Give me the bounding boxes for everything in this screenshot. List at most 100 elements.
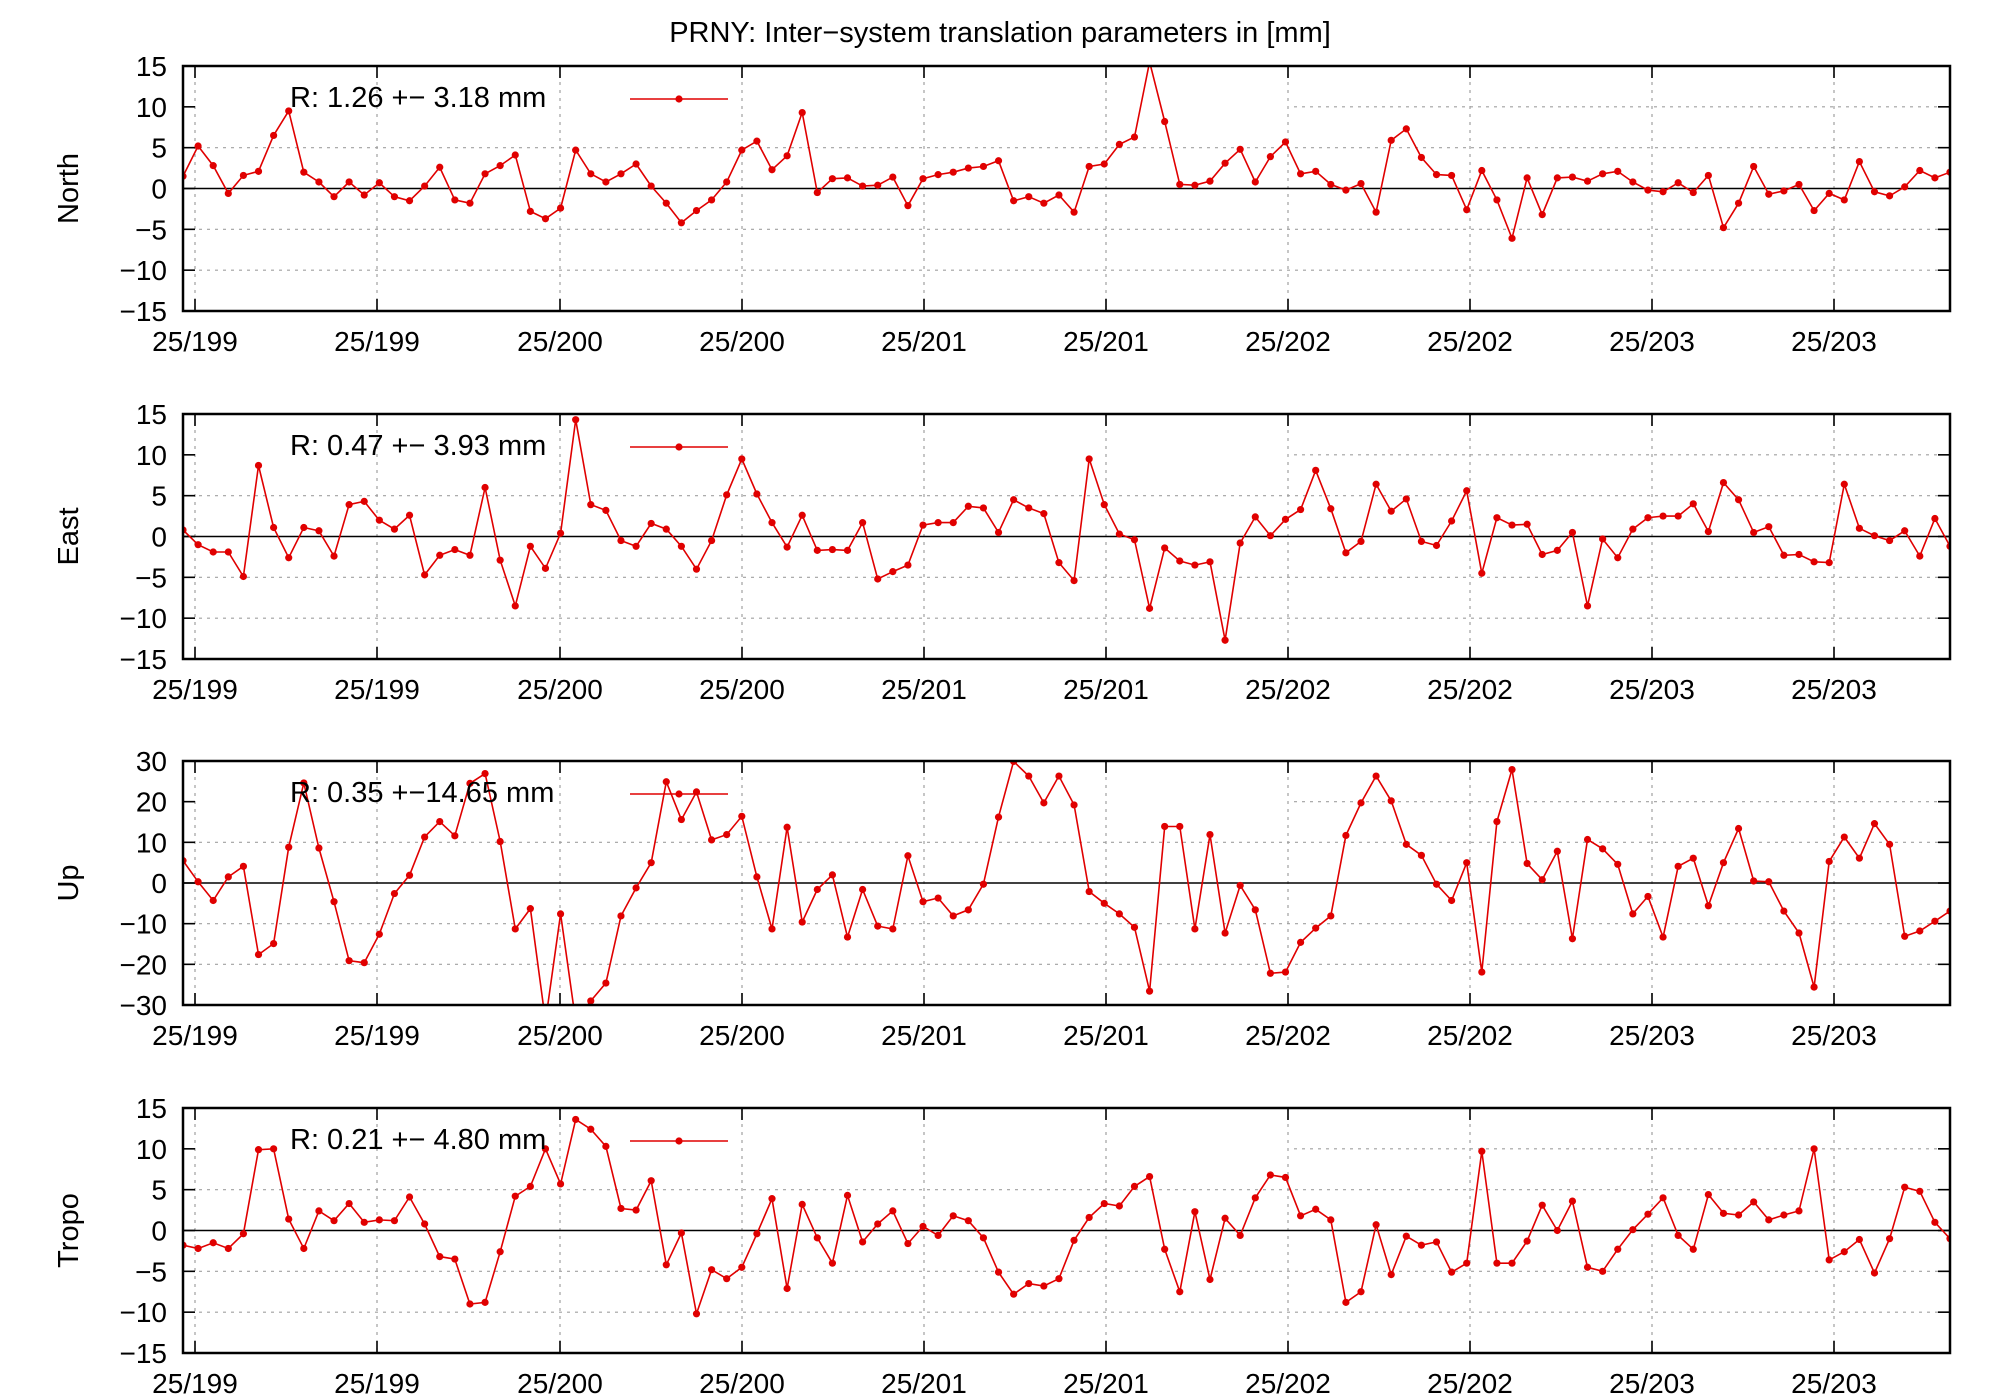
data-point [1251,178,1259,186]
data-point [315,844,323,852]
data-point [1296,938,1305,946]
data-point [1055,1275,1063,1283]
legend-text-tropo: R: 0.21 +− 4.80 mm [290,1124,546,1156]
data-point [466,779,474,787]
data-point [1765,878,1773,886]
data-point [707,196,716,204]
data-point [1115,910,1123,918]
data-point [647,182,655,190]
y-tick-label: 0 [151,868,167,899]
data-point [224,548,232,556]
data-point [1176,1288,1184,1296]
data-point [1448,171,1456,180]
y-axis-label-north: North [53,153,85,224]
data-point [300,523,308,532]
data-point [1795,929,1803,937]
series-line-east [183,419,1950,641]
data-point [647,1177,655,1185]
data-point [511,1192,519,1200]
x-tick-label: 25/201 [881,326,967,357]
series-line-up [183,761,1950,1005]
data-point [1055,772,1063,780]
data-point [1161,822,1169,831]
data-point [1266,1171,1274,1179]
data-point [1085,1213,1093,1222]
data-point [1931,1218,1939,1226]
data-point [677,1229,685,1237]
y-tick-label: 30 [136,746,167,777]
y-tick-label: 20 [136,787,167,818]
data-point [1750,528,1758,537]
plot-frame-tropo [181,1106,1952,1355]
data-point [602,178,610,186]
data-point [768,519,776,527]
plot-frame-east [181,412,1952,661]
data-point [723,491,731,499]
data-point [224,873,232,881]
data-point [1161,544,1169,552]
data-point [1448,1268,1456,1276]
data-point [994,1268,1003,1276]
data-point [1689,854,1697,862]
data-point [828,871,837,879]
data-point [1704,902,1712,910]
data-point [1221,1214,1229,1222]
data-point [1674,1231,1682,1239]
data-point [904,202,912,210]
plot-frame-up [181,759,1952,1007]
data-point [1055,559,1063,567]
data-point [677,219,685,227]
x-tick-label: 25/202 [1245,674,1331,705]
data-point [1145,987,1154,995]
x-tick-label: 25/203 [1791,326,1877,357]
y-tick-label: 5 [151,133,167,164]
data-point [1221,159,1229,167]
data-point [1221,636,1229,644]
data-point [617,1204,625,1213]
data-point [738,1263,746,1271]
data-point [602,1142,610,1150]
data-point [572,146,580,154]
data-point [874,181,882,189]
data-point [602,979,610,987]
y-tick-label: −15 [120,1338,168,1369]
data-point [964,906,972,914]
data-point [1674,179,1682,187]
y-axis-label-up: Up [53,864,85,901]
data-point [1236,539,1244,547]
y-tick-label: −30 [120,990,168,1021]
data-point [1916,166,1924,175]
x-tick-label: 25/199 [152,1020,238,1051]
data-point [738,455,746,463]
data-point [375,930,383,938]
data-point [1342,831,1350,840]
x-tick-label: 25/200 [517,674,603,705]
data-point [239,572,248,581]
data-point [1734,824,1743,833]
data-point [1870,820,1879,828]
data-point [1040,199,1048,207]
data-point [949,519,957,527]
plot-frame-north [181,64,1952,313]
data-point [1432,541,1441,550]
data-point [1191,1208,1199,1216]
data-point [1644,514,1652,522]
data-point [1825,189,1833,197]
data-point [1885,192,1894,200]
y-tick-label: 15 [136,1093,167,1124]
data-point [1568,528,1577,537]
data-point [692,565,701,573]
data-point [1840,1248,1848,1256]
data-point [1327,1216,1335,1224]
data-point [1568,935,1577,943]
x-tick-label: 25/203 [1609,326,1695,357]
y-tick-label: 0 [151,522,167,553]
data-point [843,933,852,941]
data-point [1538,1201,1546,1209]
x-tick-label: 25/202 [1427,1368,1513,1399]
data-point [1206,1275,1214,1284]
y-tick-label: 10 [136,1134,167,1165]
data-point [1599,845,1607,853]
data-point [1659,933,1667,941]
x-tick-label: 25/199 [334,326,420,357]
